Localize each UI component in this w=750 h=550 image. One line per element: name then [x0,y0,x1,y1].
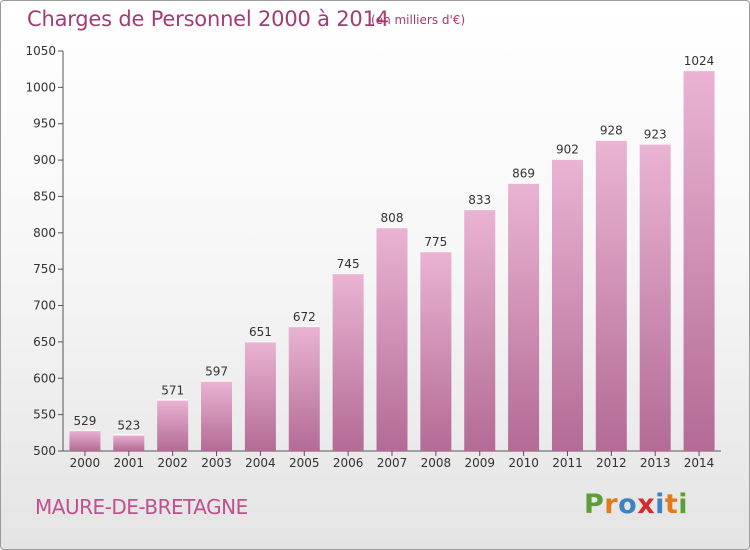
x-tick-label: 2009 [464,456,495,470]
logo-letter: x [637,489,656,520]
y-tick-label: 1050 [25,44,56,58]
x-tick-label: 2008 [421,456,452,470]
x-tick-label: 2006 [333,456,364,470]
y-tick-label: 850 [33,189,56,203]
bar-value-label: 928 [600,124,623,138]
bar [376,227,408,451]
y-tick-label: 700 [33,299,56,313]
y-tick-label: 650 [33,335,56,349]
bar [551,158,583,452]
bar [420,251,452,451]
bar-value-label: 775 [424,235,447,249]
logo-letter: i [678,489,689,520]
x-tick-label: 2003 [201,456,232,470]
bar-value-label: 651 [249,325,272,339]
logo-letter: o [618,489,638,520]
x-tick-label: 2007 [377,456,408,470]
y-tick-label: 500 [33,444,56,458]
bar [201,380,233,451]
y-tick-label: 550 [33,408,56,422]
x-tick-label: 2004 [245,456,276,470]
chart-subtitle: (en milliers d'€) [371,13,466,27]
bar [595,139,627,451]
logo-letter: t [664,489,679,520]
logo-letter: r [604,489,619,520]
commune-name: MAURE-DE-BRETAGNE [35,495,248,519]
bar-value-label: 529 [73,414,96,428]
y-tick-label: 950 [33,117,56,131]
bar-value-label: 869 [512,167,535,181]
x-tick-label: 2011 [552,456,583,470]
bar [508,182,540,452]
x-tick-label: 2005 [289,456,320,470]
bar-value-label: 523 [117,418,140,432]
y-tick-label: 800 [33,226,56,240]
bar [69,429,101,451]
y-tick-label: 1000 [25,80,56,94]
x-tick-label: 2002 [157,456,188,470]
x-tick-label: 2010 [508,456,539,470]
y-tick-label: 750 [33,262,56,276]
bar [288,325,320,451]
x-tick-label: 2014 [684,456,715,470]
bar-value-label: 597 [205,364,228,378]
bar [113,434,145,451]
bar-value-label: 808 [381,211,404,225]
x-tick-label: 2013 [640,456,671,470]
proxiti-logo: Proxiti [584,489,688,520]
bar-value-label: 745 [337,257,360,271]
bar [157,399,189,451]
bar [639,143,671,451]
logo-letter: P [584,489,605,520]
x-tick-label: 2000 [70,456,101,470]
bar [464,208,496,451]
logo-letter: i [655,489,665,520]
bar [244,341,276,451]
bar [683,69,715,451]
x-tick-label: 2012 [596,456,627,470]
bar-value-label: 571 [161,383,184,397]
x-tick-label: 2001 [114,456,145,470]
bar-value-label: 833 [468,193,491,207]
bar-value-label: 902 [556,143,579,157]
bar [332,272,364,451]
y-tick-label: 900 [33,153,56,167]
bar-value-label: 672 [293,310,316,324]
y-tick-label: 600 [33,371,56,385]
bar-value-label: 923 [644,127,667,141]
chart-title: Charges de Personnel 2000 à 2014 [27,7,389,31]
bar-value-label: 1024 [684,54,715,68]
